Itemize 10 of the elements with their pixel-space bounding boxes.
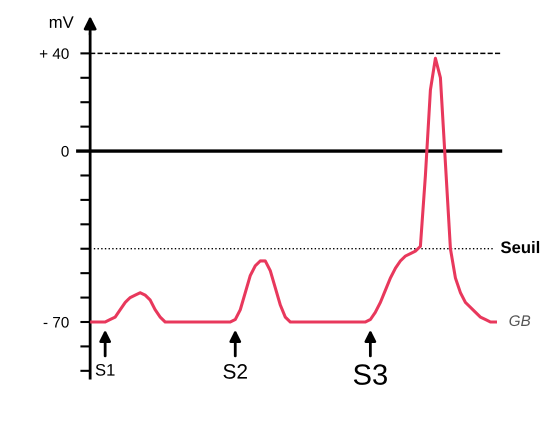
y-axis-title: mV [50,16,74,28]
text: GB [509,315,530,326]
annotation: S1 [96,364,115,376]
y-tick-label: + 40 [40,48,69,60]
y-tick-label: - 70 [44,316,69,328]
line-series [90,56,497,324]
annotation: S3 [354,364,387,385]
y-tick-label: 0 [61,146,69,157]
ref-line-label: Seuil [500,240,540,254]
annotation: S2 [223,364,247,379]
